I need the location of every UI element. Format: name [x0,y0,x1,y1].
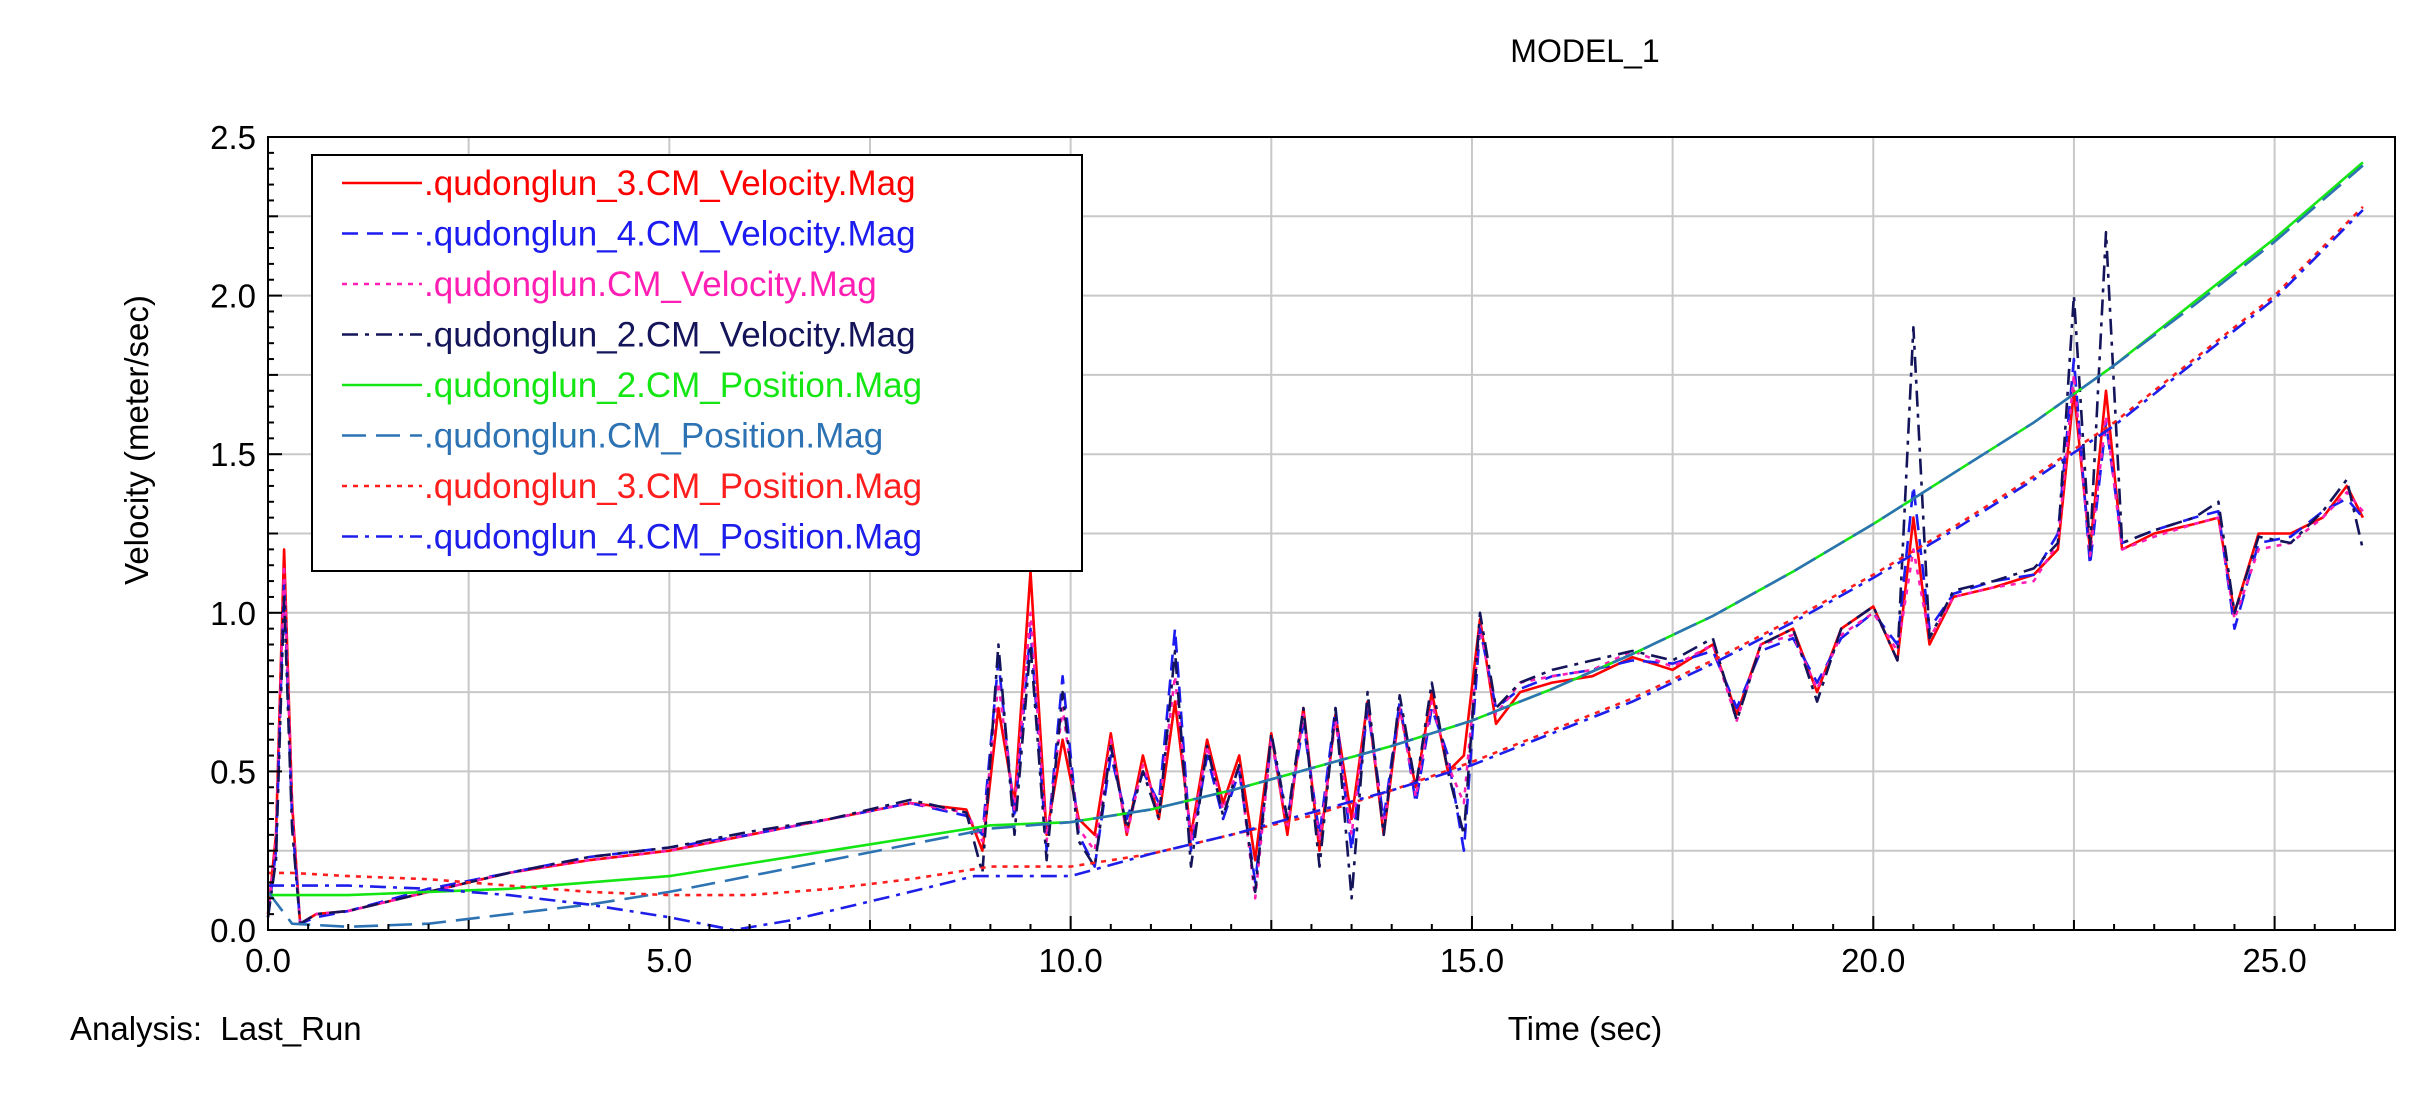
x-axis-label: Time (sec) [1508,1010,1663,1047]
x-tick-label: 5.0 [646,942,692,979]
y-axis-label: Velocity (meter/sec) [118,295,155,585]
x-tick-label: 0.0 [245,942,291,979]
series-lines [266,161,2365,932]
y-tick-label: 1.0 [210,595,256,632]
legend-entry-label: .qudonglun.CM_Position.Mag [424,417,883,456]
legend-entry-label: .qudonglun_4.CM_Velocity.Mag [424,215,916,254]
y-tick-label: 2.5 [210,119,256,156]
series-line-4 [266,230,2365,926]
series-line-8 [268,209,2364,932]
legend: .qudonglun_3.CM_Velocity.Mag .qudonglun_4… [311,154,1083,572]
legend-entry-label: .qudonglun_2.CM_Velocity.Mag [424,316,916,355]
series-line-6 [266,164,2364,929]
legend-entry-label: .qudonglun.CM_Velocity.Mag [424,265,877,304]
y-tick-label: 2.0 [210,278,256,315]
x-tick-label: 20.0 [1841,942,1905,979]
legend-box [311,154,1083,572]
x-tick-label: 10.0 [1039,942,1103,979]
legend-entry-label: .qudonglun_3.CM_Velocity.Mag [424,164,916,203]
series-line-2 [266,357,2364,926]
y-tick-label: 0.5 [210,753,256,790]
chart-title: MODEL_1 [1510,33,1659,69]
x-tick-label: 15.0 [1440,942,1504,979]
x-tick-label: 25.0 [2242,942,2306,979]
legend-entry-label: .qudonglun_4.CM_Position.Mag [424,518,922,557]
analysis-label: Analysis: Last_Run [70,1010,362,1047]
axis-ticks: 0.0 5.0 10.0 15.0 20.0 25.0 0.0 0.5 1.0 1.5 2.0 2.5 [210,119,2396,979]
legend-entry-label: .qudonglun_3.CM_Position.Mag [424,467,922,506]
series-line-7 [268,205,2364,897]
y-tick-label: 0.0 [210,912,256,949]
legend-entry-label: .qudonglun_2.CM_Position.Mag [424,366,922,405]
y-tick-label: 1.5 [210,436,256,473]
